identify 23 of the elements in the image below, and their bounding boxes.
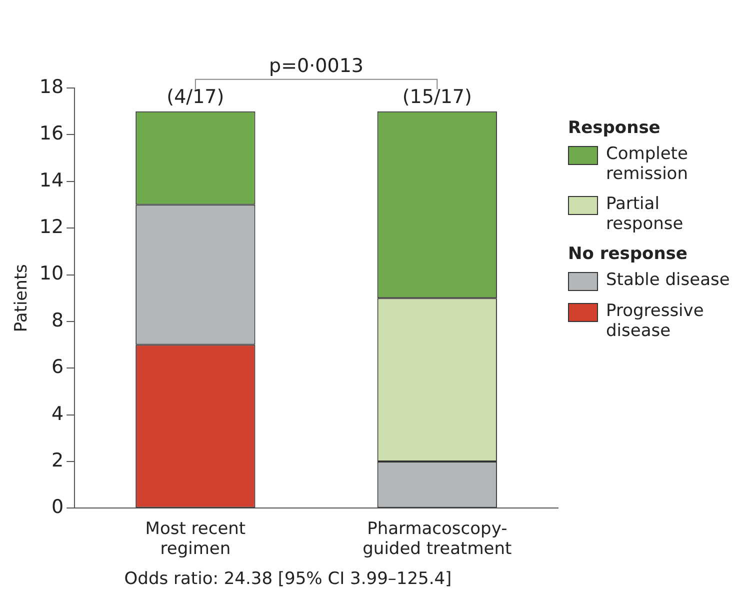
y-tick-label: 2: [51, 449, 64, 472]
x-tick-label: Most recent regimen: [145, 518, 246, 560]
annotation: (15/17): [402, 86, 472, 108]
y-axis-title: Patients: [12, 264, 32, 332]
y-tick-label: 8: [51, 309, 64, 332]
y-tick-label: 18: [39, 76, 64, 98]
legend-label: Complete remission: [606, 144, 689, 184]
legend-label: Progressive disease: [606, 301, 705, 341]
text: Response: [568, 118, 662, 138]
y-tick-label: 6: [51, 356, 64, 378]
y-tick-label: 0: [51, 496, 64, 518]
y-tick-label: 12: [39, 216, 64, 238]
legend-label: Stable disease: [606, 270, 730, 290]
y-tick-label: 16: [39, 122, 64, 145]
y-tick-label: 14: [39, 169, 64, 192]
y-tick-label: 10: [39, 262, 64, 285]
x-tick-label: Pharmacoscopy-guided treatment: [362, 518, 512, 560]
text: No response: [568, 244, 688, 264]
legend-label: Partial response: [606, 194, 684, 234]
annotation: (4/17): [166, 86, 224, 108]
y-tick-label: 4: [51, 402, 64, 425]
text: p=0·0013: [269, 54, 364, 77]
text: Odds ratio: 24.38 [95% CI 3.99–125.4]: [123, 569, 453, 589]
